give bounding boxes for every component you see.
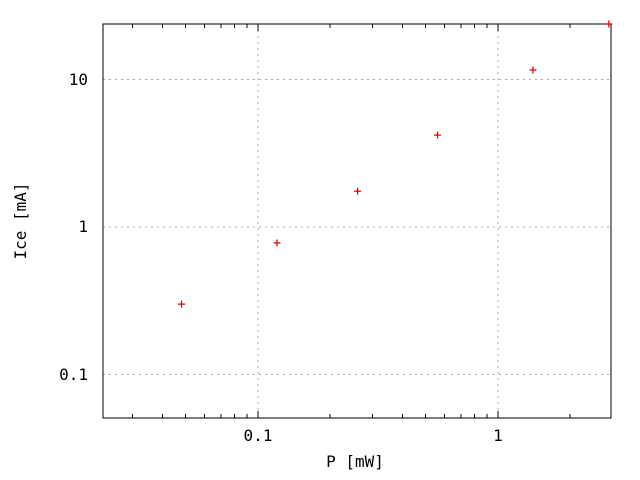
y-tick-label-1: 1 [78,217,88,236]
null [607,0,611,330]
null [103,0,107,304]
null [607,0,611,304]
null [103,0,107,389]
null [103,0,107,86]
null [103,0,107,407]
null [103,0,107,397]
null [607,0,611,241]
null [103,0,110,227]
plot-border [102,23,612,419]
null [607,0,611,250]
null [103,0,110,80]
y-tick-label-10: 10 [68,70,88,89]
null [607,0,611,397]
null [103,0,107,138]
y-tick-label-0.1: 0.1 [59,365,88,384]
null [607,0,611,86]
x-tick-label-0.1: 0.1 [243,426,273,445]
null [604,0,611,227]
null [607,0,611,260]
null [607,0,611,381]
null [103,0,107,271]
null [607,0,611,286]
null [103,0,107,286]
null [103,0,107,35]
null [103,0,107,234]
null [103,0,107,241]
null [604,0,611,374]
null [607,0,611,112]
y-axis-label: Ice [mA] [11,182,30,260]
null [103,0,107,112]
null [607,0,611,271]
null [607,0,611,234]
null [607,0,611,124]
null [607,0,611,407]
null [103,0,107,157]
null [103,0,107,330]
null [103,0,107,260]
null [607,0,611,102]
null [607,0,611,389]
null [103,0,107,102]
x-tick-label-1: 1 [493,426,503,445]
x-axis-label: P [mW] [326,452,384,471]
null [607,0,611,35]
null [103,0,107,124]
null [604,0,611,80]
null [103,0,107,250]
null [103,0,110,374]
null [103,0,107,183]
null [103,0,107,381]
